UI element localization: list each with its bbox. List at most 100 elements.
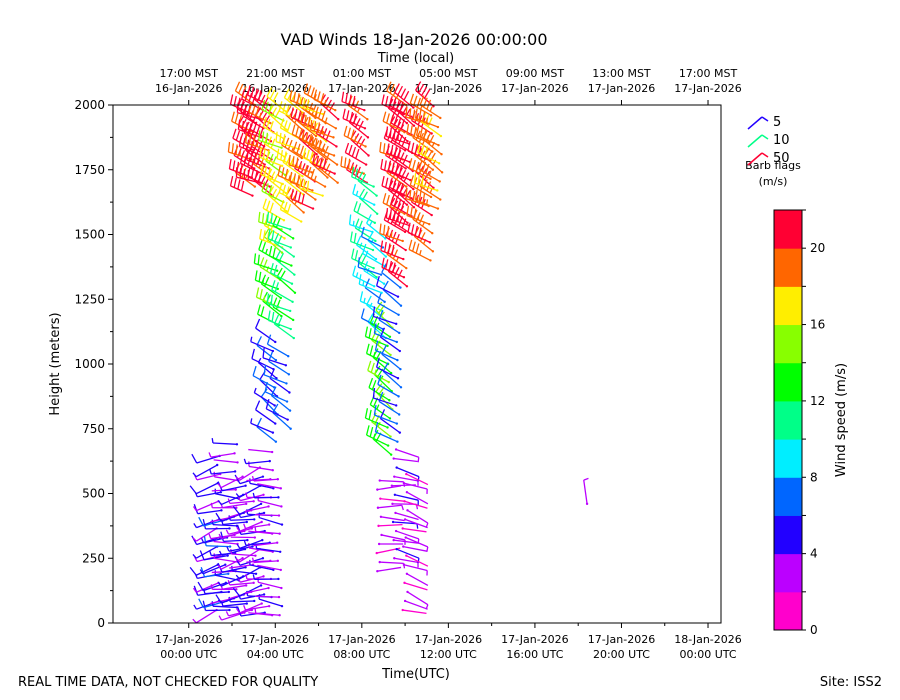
barb-shaft bbox=[249, 564, 274, 571]
wind-barb bbox=[405, 554, 429, 567]
barb-shaft bbox=[365, 417, 388, 429]
barb-feather bbox=[398, 165, 403, 176]
barb-shaft bbox=[212, 523, 237, 527]
barb-feather bbox=[366, 295, 372, 306]
wind-barb bbox=[256, 417, 278, 443]
barb-feather bbox=[263, 165, 268, 176]
barb-feather bbox=[258, 158, 264, 169]
barb-station bbox=[315, 153, 318, 156]
barb-half-feather bbox=[312, 140, 315, 146]
barb-feather bbox=[259, 147, 262, 158]
wind-barb bbox=[364, 278, 386, 304]
barb-feather bbox=[419, 232, 426, 242]
barb-half-feather bbox=[236, 543, 241, 549]
wind-barb bbox=[357, 257, 383, 276]
barb-half-feather bbox=[218, 533, 223, 539]
barb-station bbox=[375, 551, 378, 555]
barb-feather bbox=[266, 334, 272, 345]
wind-barb bbox=[199, 550, 229, 561]
barb-shaft bbox=[230, 600, 255, 603]
barb-station bbox=[405, 203, 409, 206]
wind-barb bbox=[262, 198, 286, 222]
wind-barb bbox=[375, 357, 400, 380]
barb-feather bbox=[392, 249, 399, 260]
barb-half-feather bbox=[250, 418, 253, 424]
barb-station bbox=[429, 195, 433, 199]
barb-shaft bbox=[196, 473, 221, 481]
barb-feather bbox=[383, 241, 387, 253]
x-tick-label-time-4: 16:00 UTC bbox=[506, 648, 563, 661]
wind-barb bbox=[247, 85, 271, 107]
barb-feather bbox=[375, 301, 383, 311]
barb-station bbox=[398, 431, 402, 434]
barb-feather bbox=[275, 299, 281, 310]
barb-station bbox=[402, 481, 406, 485]
barb-feather bbox=[418, 191, 422, 202]
barb-station bbox=[405, 554, 408, 557]
wind-barb bbox=[236, 520, 263, 532]
barb-feather bbox=[319, 125, 324, 136]
wind-barb bbox=[288, 154, 314, 174]
wind-barb bbox=[379, 223, 404, 243]
barb-half-feather bbox=[253, 387, 257, 393]
barb-station bbox=[395, 547, 398, 551]
barb-feather bbox=[259, 176, 266, 186]
barb-feather bbox=[255, 318, 261, 329]
wind-barb bbox=[303, 164, 327, 188]
barb-feather bbox=[418, 159, 423, 170]
barb-feather bbox=[266, 211, 270, 222]
barb-shaft bbox=[223, 539, 248, 543]
barb-shaft bbox=[255, 409, 276, 425]
barb-station bbox=[388, 399, 391, 402]
barb-feather bbox=[384, 259, 389, 270]
wind-barb bbox=[211, 437, 239, 446]
barb-feather bbox=[298, 128, 303, 139]
barb-half-feather bbox=[426, 117, 429, 123]
barb-station bbox=[280, 251, 284, 254]
x-tick-label-date-6: 18-Jan-2026 bbox=[674, 633, 742, 646]
barb-shaft bbox=[255, 612, 280, 616]
wind-barb bbox=[353, 201, 377, 225]
barb-feather bbox=[273, 264, 278, 275]
wind-barb bbox=[367, 231, 388, 258]
barb-half-feather bbox=[300, 99, 303, 105]
barb-feather bbox=[273, 191, 281, 201]
barb-station bbox=[363, 108, 366, 112]
barb-feather bbox=[259, 94, 266, 105]
barb-shaft bbox=[257, 564, 281, 571]
barb-station bbox=[276, 541, 279, 544]
barb-feather bbox=[269, 89, 276, 100]
barb-half-feather bbox=[314, 175, 317, 181]
barb-feather bbox=[353, 232, 357, 243]
wind-barb bbox=[415, 125, 440, 147]
x-tick-label-date-5: 17-Jan-2026 bbox=[588, 633, 656, 646]
barb-shaft bbox=[202, 564, 226, 575]
barb-station bbox=[287, 355, 290, 358]
barb-station bbox=[279, 568, 283, 572]
x-tick-label-date-2: 17-Jan-2026 bbox=[328, 633, 396, 646]
barb-feather bbox=[369, 426, 374, 437]
barb-station bbox=[228, 545, 232, 548]
barb-feather bbox=[350, 129, 355, 140]
barb-feather bbox=[364, 408, 369, 419]
wind-barb bbox=[248, 102, 272, 125]
barb-half-feather bbox=[254, 608, 257, 614]
barb-station bbox=[377, 524, 380, 528]
barb-station bbox=[253, 599, 256, 603]
barb-shaft bbox=[375, 431, 398, 443]
top-axis-label: Time (local) bbox=[377, 51, 454, 66]
barb-station bbox=[244, 584, 248, 587]
barb-station bbox=[376, 488, 379, 491]
wind-barb bbox=[266, 211, 292, 231]
barb-shaft bbox=[343, 134, 366, 148]
barb-feather bbox=[388, 260, 393, 271]
barb-shaft bbox=[402, 527, 427, 533]
barb-feather bbox=[262, 178, 269, 189]
barb-feather bbox=[396, 269, 403, 280]
barb-feather bbox=[377, 293, 382, 303]
barb-station bbox=[269, 121, 272, 125]
barb-station bbox=[263, 163, 266, 166]
barb-half-feather bbox=[263, 295, 266, 301]
barb-station bbox=[386, 426, 389, 429]
barb-shaft bbox=[396, 466, 420, 478]
